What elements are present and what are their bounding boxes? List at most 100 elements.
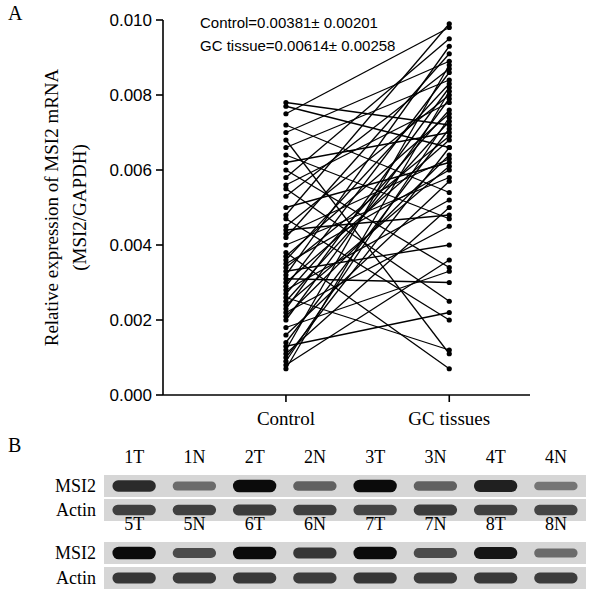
pair-line (286, 118, 449, 362)
lane-label: 8N (545, 514, 567, 534)
data-point (447, 197, 452, 202)
band (293, 481, 336, 490)
band (112, 480, 155, 491)
pair-line (286, 159, 449, 234)
lane-label: 5T (124, 514, 144, 534)
x-tick-label: GC tissues (408, 408, 490, 429)
panel-label: A (8, 2, 23, 24)
pair-line (286, 91, 449, 369)
data-point (447, 269, 452, 274)
y-tick-label: 0.006 (109, 161, 152, 180)
pair-line (286, 121, 449, 301)
data-point (447, 126, 452, 131)
row-label: Actin (56, 568, 96, 588)
data-point (283, 167, 288, 172)
band (414, 481, 457, 490)
pair-line (286, 313, 449, 347)
pair-line (286, 106, 449, 147)
band (233, 573, 276, 584)
data-point (283, 130, 288, 135)
y-tick (156, 19, 163, 21)
row-label: MSI2 (55, 476, 96, 496)
lane-label: 7N (424, 514, 446, 534)
lane-label: 5N (183, 514, 205, 534)
pair-line (286, 260, 449, 365)
band (233, 547, 276, 560)
data-point (447, 280, 452, 285)
data-point (447, 212, 452, 217)
data-point (447, 257, 452, 262)
lane-label: 1N (183, 447, 205, 467)
y-tick-label: 0.004 (109, 236, 152, 255)
data-point (283, 104, 288, 109)
band (293, 548, 336, 559)
lane-label: 2T (245, 447, 265, 467)
lane-label: 7T (365, 514, 385, 534)
data-point (447, 242, 452, 247)
band (534, 549, 577, 558)
pair-line (286, 170, 449, 264)
plot-area (283, 21, 452, 371)
lane-label: 6T (245, 514, 265, 534)
data-point (283, 160, 288, 165)
data-point (283, 145, 288, 150)
data-point (283, 332, 288, 337)
lane-label: 3T (365, 447, 385, 467)
pair-line (286, 271, 449, 327)
y-tick-label: 0.010 (109, 11, 152, 30)
data-point (447, 145, 452, 150)
band (474, 547, 517, 559)
pair-line (286, 84, 449, 260)
data-point (447, 70, 452, 75)
data-point (283, 194, 288, 199)
blot-strip (104, 499, 586, 521)
band (534, 573, 577, 584)
data-point (447, 299, 452, 304)
data-point (283, 152, 288, 157)
lane-label: 8T (486, 514, 506, 534)
data-point (447, 152, 452, 157)
data-point (447, 21, 452, 26)
data-point (447, 96, 452, 101)
lane-label: 2N (304, 447, 326, 467)
y-axis (162, 20, 164, 395)
band (293, 573, 336, 584)
y-axis-label: Relative expression of MSI2 mRNA (41, 68, 62, 346)
y-tick (156, 394, 163, 396)
pair-line (286, 61, 449, 132)
lane-label: 1T (124, 447, 144, 467)
data-point (447, 179, 452, 184)
band (474, 573, 517, 584)
band (474, 480, 517, 492)
row-label: MSI2 (55, 543, 96, 563)
y-tick (156, 244, 163, 246)
figure: A0.0000.0020.0040.0060.0080.010ControlGC… (0, 0, 602, 592)
pair-line (286, 28, 449, 114)
data-point (447, 137, 452, 142)
x-tick (285, 395, 287, 402)
data-point (283, 317, 288, 322)
data-point (283, 137, 288, 142)
pair-line (286, 215, 449, 230)
data-point (447, 107, 452, 112)
pair-line (286, 65, 449, 350)
data-point (447, 51, 452, 56)
data-point (283, 216, 288, 221)
blot-strip (104, 567, 586, 589)
data-point (447, 145, 452, 150)
data-point (283, 242, 288, 247)
data-point (447, 167, 452, 172)
y-tick (156, 169, 163, 171)
data-point (283, 235, 288, 240)
band (112, 573, 155, 584)
row-label: Actin (56, 500, 96, 520)
data-point (447, 310, 452, 315)
data-point (447, 205, 452, 210)
x-axis (163, 394, 530, 396)
blot-strip (104, 475, 586, 497)
lane-label: 6N (304, 514, 326, 534)
lane-label: 3N (424, 447, 446, 467)
data-point (447, 44, 452, 49)
y-tick-label: 0.000 (109, 386, 152, 405)
annotation: GC tissue=0.00614± 0.00258 (200, 37, 395, 54)
